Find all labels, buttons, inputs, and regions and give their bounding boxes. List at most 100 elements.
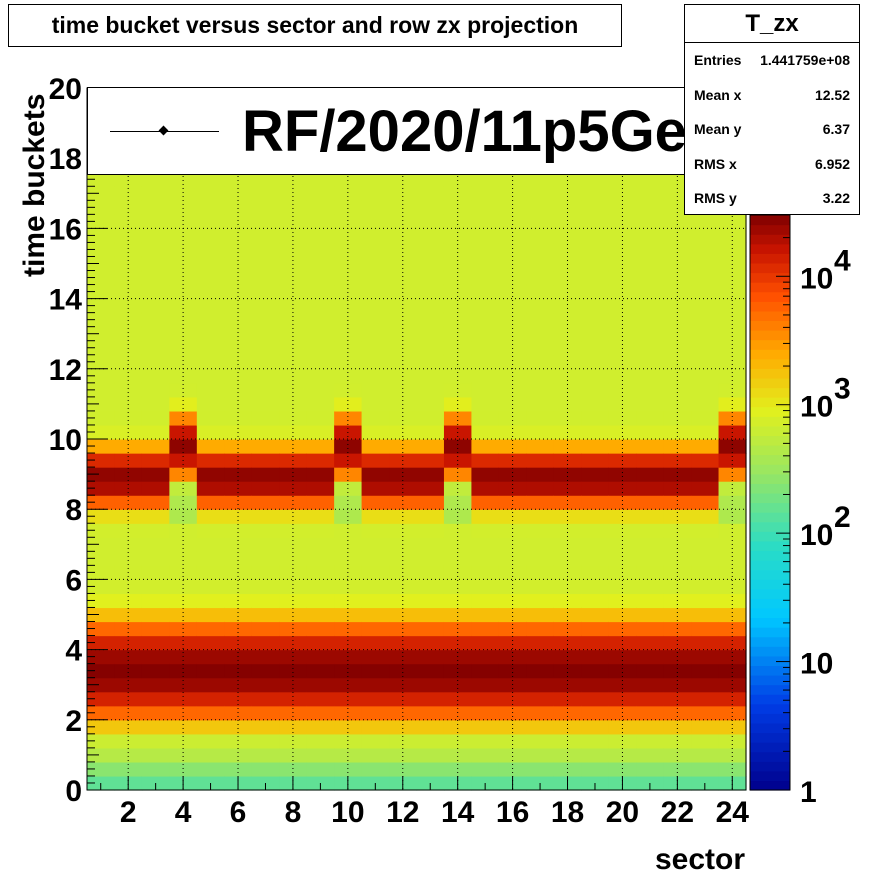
palette-band (750, 569, 790, 580)
heatmap-cell (608, 312, 637, 328)
heatmap-cell (718, 284, 747, 300)
heatmap-cell (334, 354, 363, 370)
heatmap-cell (306, 256, 335, 272)
heatmap-cell (691, 368, 720, 384)
heatmap-cell (306, 410, 335, 426)
heatmap-cell (498, 579, 527, 595)
heatmap-cell (663, 312, 692, 328)
heatmap-cell (224, 733, 253, 749)
heatmap-cell (196, 621, 225, 637)
heatmap-cell (691, 453, 720, 468)
heatmap-cell (141, 228, 170, 244)
heatmap-cell (443, 607, 473, 623)
palette-band (750, 406, 790, 417)
heatmap-cell (581, 453, 610, 468)
heatmap-cell (279, 551, 308, 566)
heatmap-cell (279, 242, 308, 258)
heatmap-cell (361, 256, 390, 272)
y-tick-label: 6 (65, 564, 82, 597)
heatmap-cell (361, 607, 390, 623)
heatmap-cell (718, 354, 747, 370)
heatmap-cell (416, 593, 445, 609)
heatmap-cell (334, 607, 363, 623)
heatmap-cell (389, 284, 418, 300)
heatmap-cell (334, 663, 363, 679)
heatmap-cell (526, 747, 555, 763)
heatmap-cell (251, 326, 280, 342)
heatmap-cell (87, 284, 116, 300)
heatmap-cell (87, 523, 116, 538)
heatmap-cell (663, 635, 692, 651)
palette-band (750, 694, 790, 705)
heatmap-cell (691, 761, 720, 777)
heatmap-cell (224, 747, 253, 763)
heatmap-cell (141, 172, 170, 187)
heatmap-cell (87, 256, 116, 272)
heatmap-cell (251, 719, 280, 735)
heatmap-cell (471, 649, 500, 665)
heatmap-cell (196, 368, 225, 384)
heatmap-cell (361, 719, 390, 735)
heatmap-cell (334, 186, 363, 201)
heatmap-cell (663, 354, 692, 370)
heatmap-cell (636, 200, 665, 215)
heatmap-cell (581, 523, 610, 538)
heatmap-cell (443, 467, 473, 482)
heatmap-cell (306, 396, 335, 412)
heatmap-cell (114, 439, 143, 454)
heatmap-cell (169, 382, 198, 398)
heatmap-cell (169, 705, 198, 721)
stat-row-entries: Entries 1.441759e+08 (685, 43, 859, 78)
x-tick-label: 4 (175, 796, 192, 829)
chart-title-box: time bucket versus sector and row zx pro… (8, 4, 622, 47)
heatmap-cell (114, 719, 143, 735)
heatmap-cell (581, 747, 610, 763)
heatmap-cell (196, 340, 225, 356)
heatmap-cell (498, 551, 527, 566)
heatmap-cell (663, 495, 692, 510)
heatmap-cell (306, 719, 335, 735)
heatmap-cell (416, 621, 445, 637)
heatmap-cell (141, 677, 170, 693)
heatmap-cell (334, 719, 363, 735)
heatmap-cell (581, 298, 610, 314)
heatmap-cell (526, 368, 555, 384)
heatmap-cell (224, 354, 253, 370)
heatmap-cell (114, 495, 143, 510)
heatmap-cell (416, 172, 445, 187)
heatmap-cell (471, 481, 500, 496)
heatmap-cell (361, 621, 390, 637)
stat-value: 1.441759e+08 (760, 52, 850, 69)
heatmap-cell (279, 284, 308, 300)
heatmap-cell (87, 368, 116, 384)
heatmap-cell (361, 453, 390, 468)
y-tick-label: 0 (65, 775, 82, 808)
heatmap-cell (443, 579, 473, 595)
heatmap-cell (471, 537, 500, 552)
heatmap-cell (498, 354, 527, 370)
heatmap-cell (416, 396, 445, 412)
heatmap-cell (334, 228, 363, 244)
heatmap-cell (114, 410, 143, 426)
heatmap-cell (636, 733, 665, 749)
heatmap-cell (169, 410, 198, 426)
heatmap-cell (526, 256, 555, 272)
heatmap-cell (361, 523, 390, 538)
heatmap-cell (361, 705, 390, 721)
heatmap-cell (498, 200, 527, 215)
heatmap-cell (361, 298, 390, 314)
heatmap-cell (526, 733, 555, 749)
heatmap-cell (306, 242, 335, 258)
stat-row-rms-y: RMS y 3.22 (685, 181, 859, 216)
heatmap-cell (196, 439, 225, 454)
heatmap-cell (389, 747, 418, 763)
heatmap-cell (553, 242, 582, 258)
heatmap-cell (87, 705, 116, 721)
heatmap-cell (498, 382, 527, 398)
heatmap-cell (471, 761, 500, 777)
heatmap-cell (636, 284, 665, 300)
heatmap-cell (526, 298, 555, 314)
heatmap-cell (251, 747, 280, 763)
heatmap-cell (416, 467, 445, 482)
heatmap-cell (389, 761, 418, 777)
